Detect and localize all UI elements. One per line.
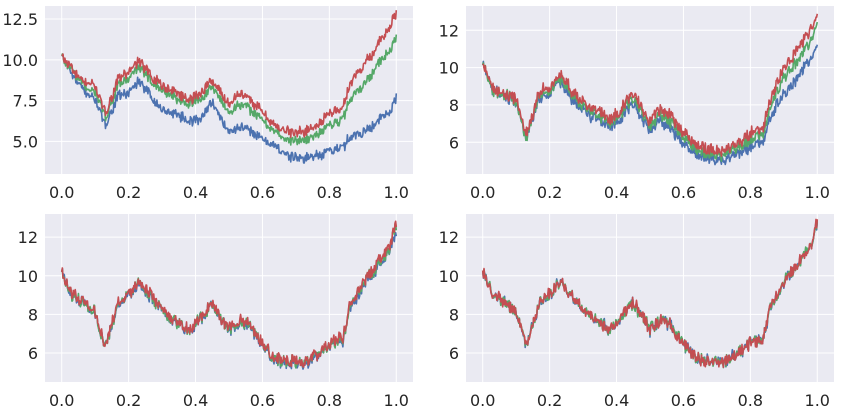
x-tick-label: 1.0 (805, 183, 830, 202)
series-line-3 (60, 220, 398, 368)
y-tick-label: 12.5 (2, 10, 38, 29)
x-tick-label: 0.2 (537, 183, 562, 202)
x-tick-label: 0.0 (470, 183, 495, 202)
x-tick-label: 0.2 (116, 391, 141, 410)
y-tick-label: 12 (439, 21, 459, 40)
x-tick-label: 0.4 (604, 391, 629, 410)
subplot-1: 0.0 0.2 0.4 0.6 0.8 1.0 5.0 7.5 10.0 12.5 (2, 6, 413, 202)
x-tick-label: 0.2 (537, 391, 562, 410)
axes-background (45, 214, 413, 382)
x-tick-label: 0.6 (671, 391, 696, 410)
x-tick-label: 0.8 (317, 391, 342, 410)
y-tick-label: 6 (449, 133, 459, 152)
y-tick-label: 12 (18, 228, 38, 247)
x-tick-label: 0.6 (250, 391, 275, 410)
series-line-3 (482, 13, 819, 157)
x-tick-label: 0.0 (49, 183, 74, 202)
y-tick-label: 6 (28, 344, 38, 363)
series-line-3 (61, 10, 398, 139)
x-tick-label: 1.0 (805, 391, 830, 410)
series-group (481, 13, 819, 166)
axes-background (466, 6, 834, 174)
y-tick-label: 12 (439, 228, 459, 247)
y-tick-label: 10 (18, 267, 38, 286)
y-tick-label: 8 (449, 305, 459, 324)
y-tick-label: 6 (449, 344, 459, 363)
axes-background (45, 6, 413, 174)
x-tick-label: 0.0 (49, 391, 74, 410)
y-tick-label: 7.5 (13, 92, 38, 111)
series-line-3 (481, 218, 819, 369)
x-tick-label: 0.8 (317, 183, 342, 202)
y-tick-label: 5.0 (13, 132, 38, 151)
x-tick-label: 1.0 (384, 391, 409, 410)
y-tick-label: 10 (439, 59, 459, 78)
y-tick-label: 8 (28, 305, 38, 324)
x-tick-label: 0.2 (116, 183, 141, 202)
x-tick-label: 1.0 (384, 183, 409, 202)
series-line-1 (61, 54, 398, 164)
y-tick-label: 8 (449, 96, 459, 115)
y-tick-label: 10.0 (2, 51, 38, 70)
series-group (481, 218, 819, 369)
x-tick-label: 0.4 (183, 391, 208, 410)
x-tick-label: 0.4 (183, 183, 208, 202)
x-tick-label: 0.6 (671, 183, 696, 202)
x-tick-label: 0.8 (738, 391, 763, 410)
y-tick-label: 10 (439, 267, 459, 286)
subplot-2: 0.0 0.2 0.4 0.6 0.8 1.0 6 8 10 12 (439, 6, 834, 202)
subplot-4: 0.0 0.2 0.4 0.6 0.8 1.0 6 8 10 12 (439, 214, 834, 410)
axes-background (466, 214, 834, 382)
x-tick-label: 0.0 (470, 391, 495, 410)
x-tick-label: 0.4 (604, 183, 629, 202)
subplot-3: 0.0 0.2 0.4 0.6 0.8 1.0 6 8 10 12 (18, 214, 413, 410)
x-tick-label: 0.8 (738, 183, 763, 202)
x-tick-label: 0.6 (250, 183, 275, 202)
series-group (60, 10, 398, 164)
series-group (60, 220, 398, 370)
